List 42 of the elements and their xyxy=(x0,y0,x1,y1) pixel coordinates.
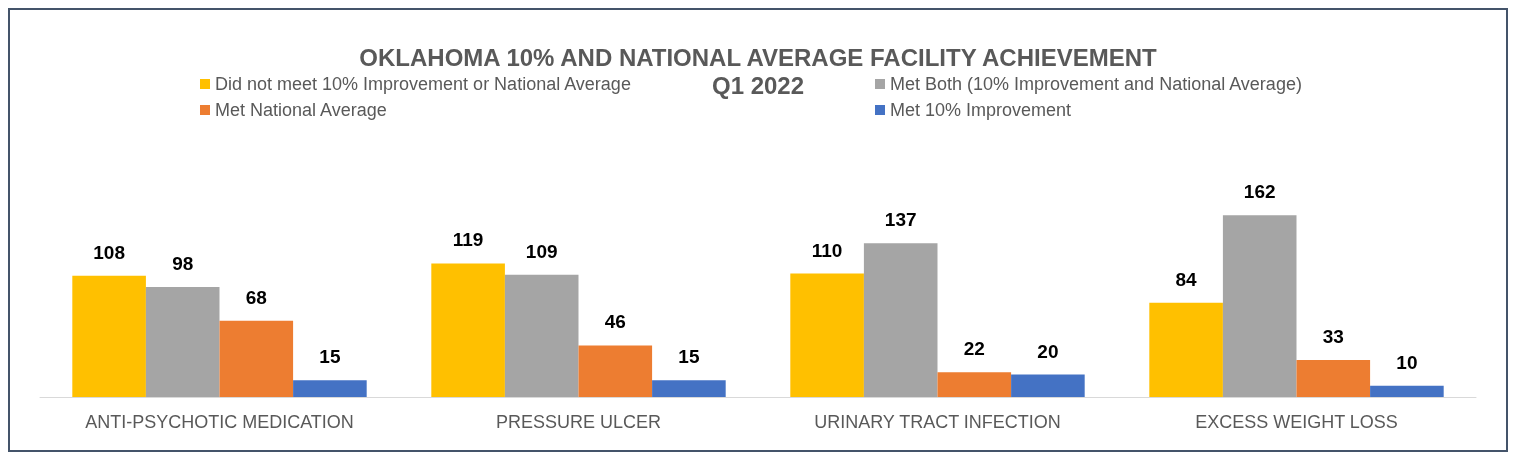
data-label: 108 xyxy=(93,241,125,263)
bar xyxy=(145,287,220,397)
data-label: 162 xyxy=(1243,181,1276,203)
bar xyxy=(578,345,653,397)
x-tick-label: URINARY TRACT INFECTION xyxy=(814,412,1061,432)
legend-label: Met 10% Improvement xyxy=(890,100,1072,120)
data-label: 33 xyxy=(1322,325,1344,347)
chart-title: OKLAHOMA 10% AND NATIONAL AVERAGE FACILITY ACHIEVEMENT xyxy=(359,43,1158,71)
bar xyxy=(1222,215,1297,397)
x-tick-label: PRESSURE ULCER xyxy=(495,412,662,432)
bar xyxy=(504,274,579,397)
data-label: 137 xyxy=(884,209,917,231)
data-label: 68 xyxy=(245,286,267,308)
bar xyxy=(652,380,726,397)
data-label: 20 xyxy=(1037,340,1059,362)
bar xyxy=(1149,302,1223,397)
bar xyxy=(863,243,938,397)
x-tick-label: EXCESS WEIGHT LOSS xyxy=(1195,412,1398,432)
data-label: 22 xyxy=(963,338,985,360)
data-label: 110 xyxy=(811,239,843,261)
data-label: 98 xyxy=(172,253,194,275)
data-label: 119 xyxy=(452,229,484,251)
bar xyxy=(1296,359,1371,397)
bar xyxy=(790,273,864,397)
bar xyxy=(1370,385,1444,397)
bar xyxy=(293,380,367,397)
x-tick-label: ANTI-PSYCHOTIC MEDICATION xyxy=(85,412,354,432)
data-label: 109 xyxy=(525,240,558,262)
data-label: 15 xyxy=(319,346,341,368)
legend-label: Met National Average xyxy=(215,100,387,120)
chart-subtitle: Q1 2022 xyxy=(711,71,805,99)
bar xyxy=(937,372,1012,397)
data-label: 15 xyxy=(678,346,700,368)
data-label: 84 xyxy=(1175,268,1198,290)
data-label: 46 xyxy=(604,311,626,333)
data-label: 10 xyxy=(1396,351,1418,373)
bar xyxy=(219,320,294,397)
legend-label: Did not meet 10% Improvement or National Average xyxy=(215,74,631,94)
bar xyxy=(431,263,505,397)
legend-label: Met Both (10% Improvement and National Average) xyxy=(890,74,1302,94)
bar xyxy=(72,275,146,397)
bar xyxy=(1011,374,1085,397)
